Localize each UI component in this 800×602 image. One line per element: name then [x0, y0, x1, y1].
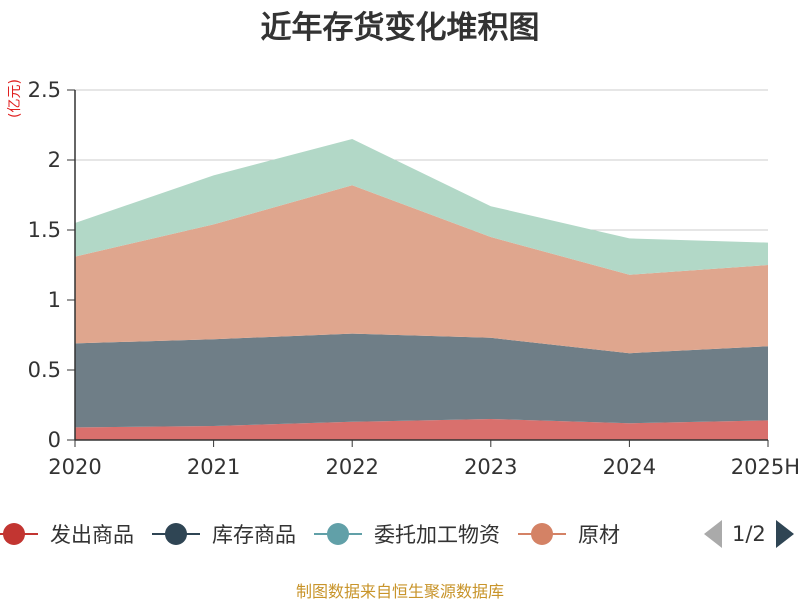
legend-next-page-icon[interactable] — [775, 520, 794, 548]
legend-pager: 1/2 — [700, 516, 800, 552]
y-tick-label: 0 — [48, 428, 61, 452]
area-series-1 — [75, 333, 768, 428]
x-tick-label: 2023 — [464, 455, 517, 479]
legend-prev-page-icon[interactable] — [704, 520, 722, 548]
legend-label: 原材 — [578, 523, 620, 547]
legend-swatch-icon — [518, 522, 566, 546]
x-tick-label: 2025H — [731, 455, 800, 479]
x-tick-label: 2020 — [48, 455, 101, 479]
area-series-4 — [75, 139, 768, 275]
y-tick-label: 2 — [48, 148, 61, 172]
x-tick-label: 2022 — [325, 455, 378, 479]
area-series-0 — [75, 419, 768, 440]
legend-page-indicator: 1/2 — [732, 522, 766, 546]
legend-label: 委托加工物资 — [374, 523, 500, 547]
legend-label: 库存商品 — [212, 523, 296, 547]
y-tick-label: 1.5 — [28, 218, 61, 242]
legend: 发出商品 库存商品 委托加工物资 原材 1/2 — [0, 516, 800, 552]
legend-swatch-icon — [152, 522, 200, 546]
legend-swatch-icon — [0, 522, 38, 546]
y-tick-label: 1 — [48, 288, 61, 312]
legend-label: 发出商品 — [50, 523, 134, 547]
x-tick-label: 2021 — [187, 455, 240, 479]
area-series-3 — [75, 185, 768, 354]
chart-canvas: 0 0.5 1 1.5 2 2.5 2020 2021 2022 2023 2024 2025H — [28, 78, 800, 479]
data-source-note: 制图数据来自恒生聚源数据库 — [295, 582, 504, 601]
legend-item[interactable]: 发出商品 — [0, 519, 134, 549]
legend-items: 发出商品 库存商品 委托加工物资 原材 — [0, 516, 683, 552]
x-tick-label: 2024 — [603, 455, 656, 479]
legend-item[interactable]: 库存商品 — [152, 519, 296, 549]
legend-item[interactable]: 原材 — [518, 519, 620, 549]
legend-swatch-icon — [314, 522, 362, 546]
chart-title: 近年存货变化堆积图 — [260, 10, 540, 46]
y-tick-label: 2.5 — [28, 78, 61, 102]
legend-item[interactable]: 委托加工物资 — [314, 519, 500, 549]
y-tick-label: 0.5 — [28, 358, 61, 382]
